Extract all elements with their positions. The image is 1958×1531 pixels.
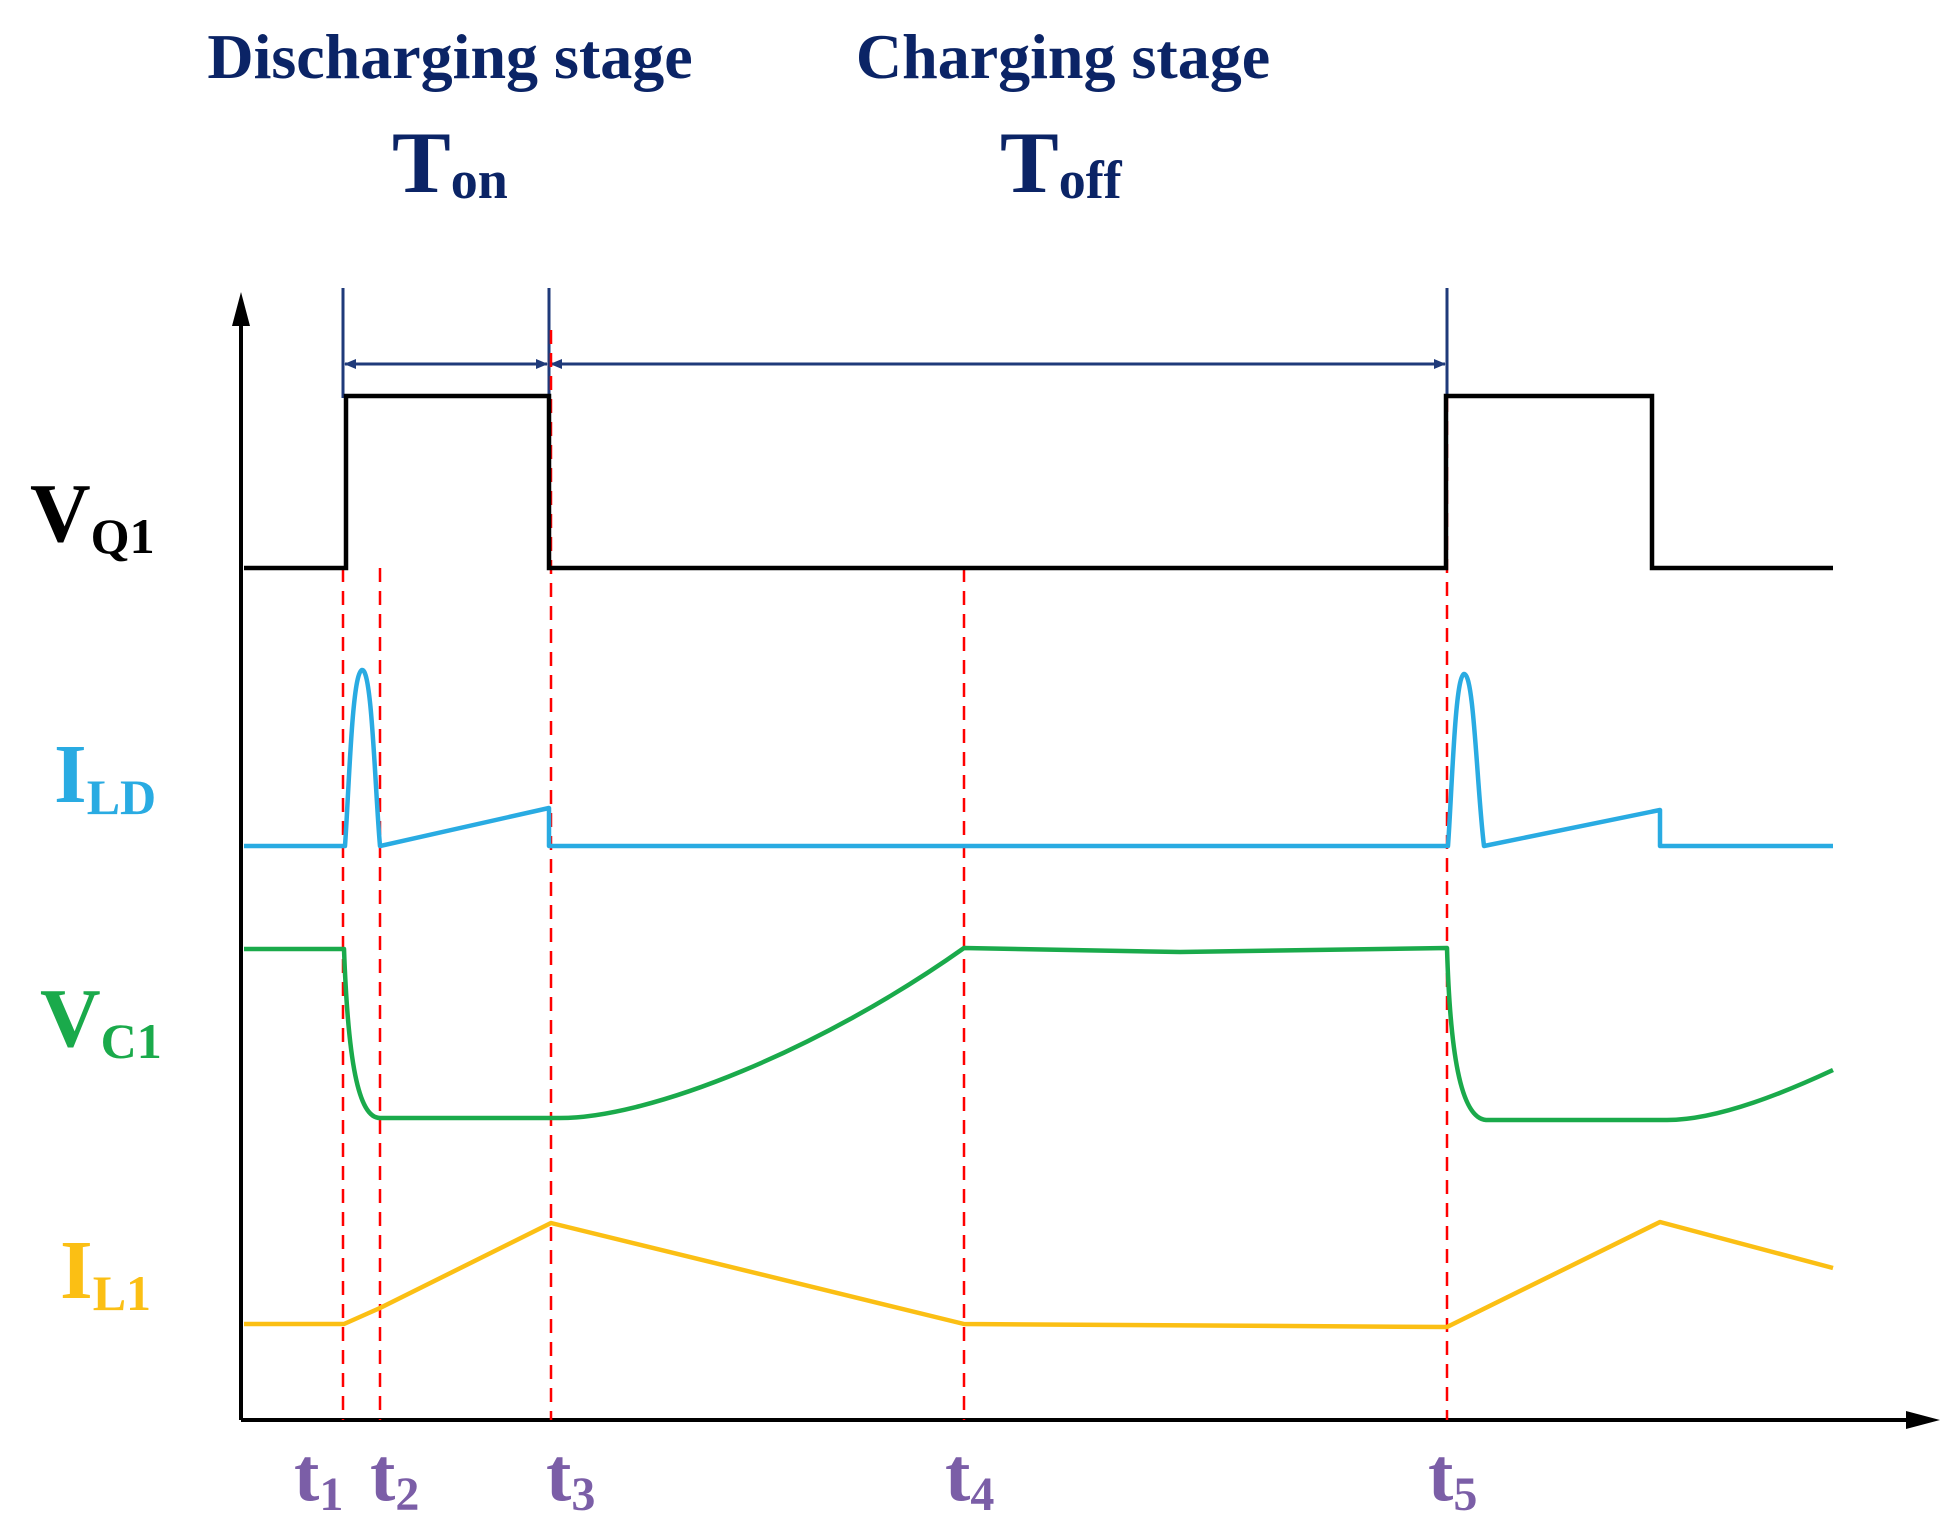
vc1-label: VC1 xyxy=(40,972,162,1069)
ild-label: ILD xyxy=(54,728,156,825)
t2-label: t2 xyxy=(370,1433,419,1521)
period-dimensions xyxy=(341,288,1449,398)
y-axis-arrow-icon xyxy=(232,292,250,326)
x-axis-arrow-icon xyxy=(1906,1411,1940,1429)
ton-label: Ton xyxy=(392,115,508,212)
t4-label: t4 xyxy=(945,1433,994,1521)
discharging-stage-label: Discharging stage xyxy=(207,21,692,92)
axes xyxy=(232,292,1940,1429)
vq1-label: VQ1 xyxy=(30,467,155,564)
vq1-waveform xyxy=(244,393,1833,571)
t3-label: t3 xyxy=(546,1433,595,1521)
charging-stage-label: Charging stage xyxy=(856,21,1270,92)
ild-waveform xyxy=(244,667,1833,849)
il1-waveform xyxy=(244,1219,1834,1330)
il1-label: IL1 xyxy=(60,1224,151,1321)
t1-label: t1 xyxy=(294,1433,343,1521)
t5-label: t5 xyxy=(1428,1433,1477,1521)
vc1-waveform xyxy=(244,945,1834,1123)
toff-label: Toff xyxy=(1000,115,1123,212)
time-marker-lines xyxy=(341,330,1449,1420)
